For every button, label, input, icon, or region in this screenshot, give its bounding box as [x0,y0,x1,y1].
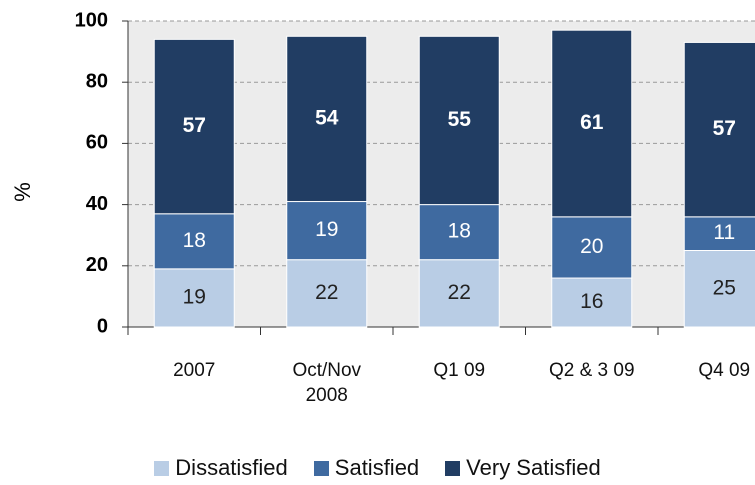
bar-segment [286,35,368,203]
legend-swatch [445,460,461,476]
data-label: 54 [315,106,339,129]
bar-segment [683,41,755,218]
data-label: 18 [183,229,206,252]
x-tick-label: Q2 & 3 09 [548,360,635,381]
data-label: 18 [448,220,471,243]
legend-label: Dissatisfied [175,455,288,480]
bar-segment [551,277,633,328]
x-tick-label: Oct/Nov 2008 [292,360,362,406]
x-tick-label: 2007 [173,360,216,381]
data-label: 57 [183,114,206,137]
legend-item: Satisfied [313,455,420,481]
data-label: 57 [713,117,736,140]
data-label: 22 [315,281,338,304]
legend: Dissatisfied Satisfied Very Satisfied [0,455,755,481]
data-label: 20 [580,235,603,258]
y-tick-label: 60 [86,132,108,154]
legend-swatch [154,460,170,476]
bar-segment [286,259,368,328]
legend-item: Very Satisfied [445,455,601,481]
data-label: 19 [183,285,206,308]
data-label: 25 [713,276,736,299]
bar-segment [286,201,368,261]
data-label: 55 [448,108,472,131]
legend-swatch [313,460,329,476]
legend-item: Dissatisfied [154,455,288,481]
bar-segment [683,250,755,328]
bar-segment [683,216,755,251]
bar-segment [551,29,633,218]
bar-segment [418,35,500,206]
bar-segment [418,259,500,328]
x-tick-label: Q1 09 [433,360,486,381]
bar-segment [153,38,235,215]
data-label: 16 [580,290,603,313]
data-label: 61 [580,111,604,134]
y-axis-label: % [10,182,35,202]
legend-label: Satisfied [334,455,420,480]
y-tick-label: 40 [86,193,108,215]
data-label: 22 [448,281,471,304]
y-tick-label: 0 [97,315,108,337]
bar-segment [418,204,500,261]
bar-segment [153,213,235,270]
bar-segment [551,216,633,279]
y-tick-label: 80 [86,70,108,92]
legend-label: Very Satisfied [466,455,601,480]
data-label: 19 [315,218,338,241]
y-tick-label: 100 [75,9,108,31]
data-label: 11 [713,221,735,244]
bar-segment [153,268,235,328]
y-tick-label: 20 [86,254,108,276]
x-tick-label: Q4 09 [698,360,751,381]
